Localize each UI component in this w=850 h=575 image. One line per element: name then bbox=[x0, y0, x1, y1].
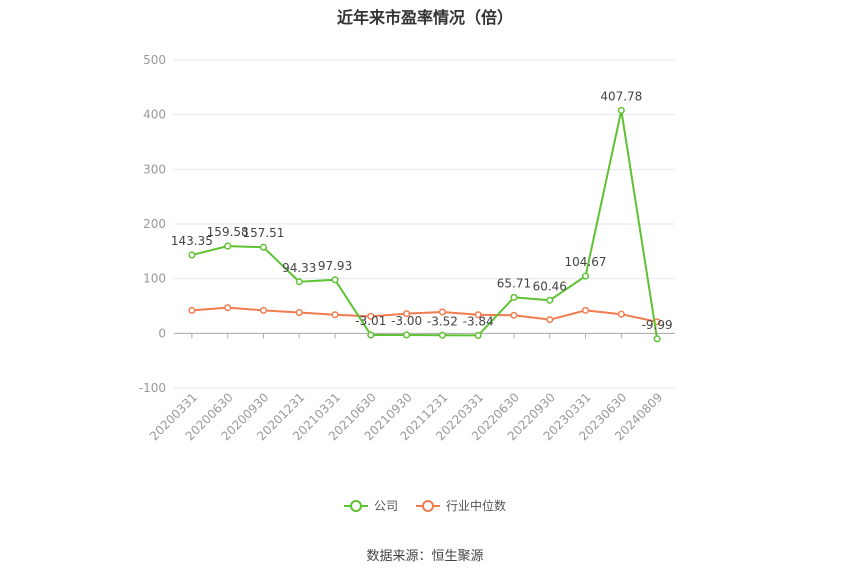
data-label: 104.67 bbox=[565, 255, 607, 269]
industry-median-point bbox=[188, 306, 196, 314]
industry-median-point bbox=[546, 316, 554, 324]
legend-label-company: 公司 bbox=[373, 499, 398, 513]
source-note: 数据来源：恒生聚源 bbox=[366, 549, 484, 564]
industry-median-point bbox=[474, 311, 482, 319]
data-label: 65.71 bbox=[497, 276, 531, 290]
data-label: 407.78 bbox=[600, 89, 642, 103]
y-tick-label: -100 bbox=[139, 381, 166, 395]
y-tick-label: 200 bbox=[143, 217, 166, 231]
company-point bbox=[188, 251, 196, 259]
industry-median-point bbox=[617, 310, 625, 318]
company-point bbox=[438, 331, 446, 339]
chart-title: 近年来市盈率情况（倍） bbox=[336, 8, 513, 27]
industry-median-point bbox=[259, 306, 268, 314]
company-point bbox=[224, 242, 232, 250]
y-tick-label: 300 bbox=[143, 162, 166, 176]
company-point bbox=[331, 276, 339, 284]
data-label: 60.46 bbox=[533, 279, 567, 293]
legend-item-industry-median[interactable]: 行业中位数 bbox=[416, 497, 506, 514]
company-legend-icon bbox=[343, 499, 368, 513]
company-line bbox=[191, 109, 659, 339]
data-label: -3.00 bbox=[391, 314, 422, 328]
industry-median-point bbox=[510, 311, 518, 319]
company-point bbox=[581, 272, 590, 280]
industry-median-point bbox=[224, 304, 232, 312]
data-label: -9.99 bbox=[642, 318, 673, 332]
industry-median-legend-icon bbox=[416, 499, 440, 513]
legend-item-company[interactable]: 公司 bbox=[343, 497, 398, 514]
data-label: 97.93 bbox=[318, 259, 352, 273]
y-tick-label: 0 bbox=[158, 326, 166, 340]
legend-label-industry-median: 行业中位数 bbox=[446, 499, 507, 513]
industry-median-point bbox=[367, 312, 375, 320]
company-point bbox=[259, 243, 268, 251]
grid-lines bbox=[174, 59, 675, 389]
data-label: 94.33 bbox=[282, 261, 316, 275]
y-tick-label: 100 bbox=[143, 272, 166, 286]
industry-median-point bbox=[403, 310, 411, 318]
company-point bbox=[510, 293, 518, 301]
y-axis: 500 400 300 200 100 0 -100 bbox=[139, 53, 166, 395]
data-label: 157.51 bbox=[242, 226, 284, 240]
legend: 公司 行业中位数 bbox=[0, 497, 850, 514]
industry-median-point bbox=[438, 308, 446, 316]
company-point bbox=[546, 296, 554, 304]
data-label: 143.35 bbox=[171, 234, 213, 248]
series-group bbox=[188, 106, 661, 343]
industry-median-point bbox=[581, 306, 590, 314]
company-point bbox=[653, 335, 661, 343]
company-point bbox=[474, 331, 482, 339]
data-label: -3.84 bbox=[463, 314, 494, 328]
industry-median-point bbox=[331, 311, 339, 319]
company-point bbox=[295, 278, 303, 286]
y-tick-label: 400 bbox=[143, 108, 166, 122]
data-label: -3.01 bbox=[355, 314, 386, 328]
company-point bbox=[617, 106, 625, 114]
industry-median-point bbox=[295, 309, 303, 317]
company-point bbox=[403, 331, 411, 339]
y-tick-label: 500 bbox=[143, 53, 166, 67]
data-label: 159.58 bbox=[207, 225, 249, 239]
company-point bbox=[367, 331, 375, 339]
industry-median-line bbox=[191, 306, 658, 323]
data-label: -3.52 bbox=[427, 314, 458, 328]
